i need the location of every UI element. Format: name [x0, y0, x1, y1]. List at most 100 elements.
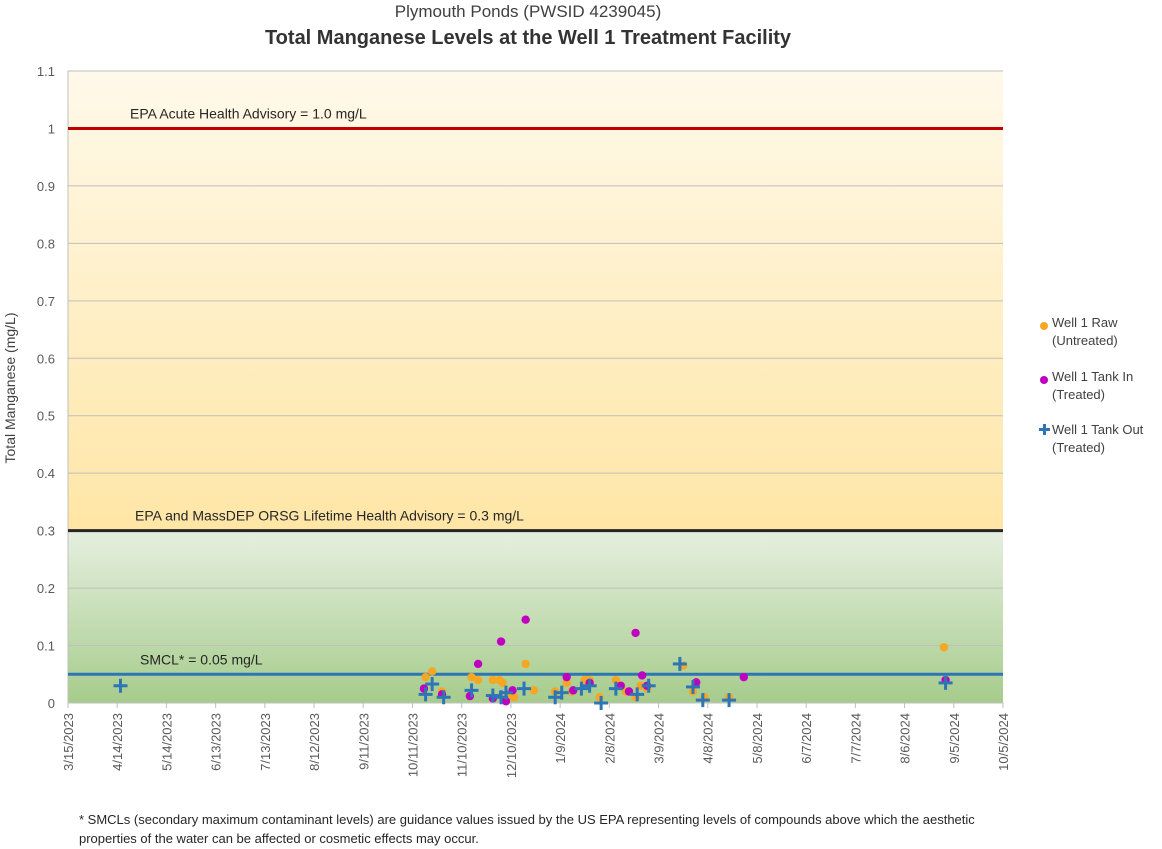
x-tick-label: 8/12/2023 — [307, 713, 322, 771]
y-tick-label: 0 — [48, 696, 55, 711]
plus-marker-v — [470, 683, 474, 698]
x-tick-label: 6/7/2024 — [799, 713, 814, 764]
plus-marker-v — [491, 688, 495, 703]
y-tick-label: 0.1 — [37, 639, 55, 654]
plus-marker-v — [944, 675, 948, 690]
x-tick-label: 10/5/2024 — [996, 713, 1011, 771]
data-point-raw — [488, 675, 498, 685]
data-point-raw — [509, 693, 519, 702]
plus-marker-v — [727, 693, 731, 708]
data-point-tank-out — [630, 687, 645, 702]
plus-marker-v — [647, 678, 651, 693]
plus-marker-v — [430, 677, 434, 692]
data-point-tank-out — [548, 690, 563, 705]
data-point-tank-out — [685, 679, 700, 694]
data-point-tank-in — [739, 672, 749, 682]
data-point-tank-out — [494, 690, 509, 705]
reference-line-label: SMCL* = 0.05 mg/L — [140, 651, 263, 667]
data-point-tank-out — [554, 685, 569, 700]
plus-marker-v — [701, 693, 705, 708]
data-point-tank-out — [436, 690, 451, 705]
data-point-tank-out — [641, 678, 656, 693]
plus-marker-v — [522, 681, 526, 696]
x-tick-label: 3/9/2024 — [652, 713, 667, 764]
x-tick-label: 3/15/2023 — [61, 713, 76, 771]
data-point-tank-out — [574, 681, 589, 696]
plus-marker-v — [635, 687, 639, 702]
data-point-raw — [427, 667, 437, 676]
y-tick-label: 0.7 — [37, 294, 55, 309]
data-point-tank-out — [498, 685, 513, 700]
data-point-tank-out — [695, 693, 710, 708]
data-point-tank-in — [521, 615, 530, 624]
data-point-raw — [562, 678, 571, 688]
plus-marker-v — [579, 681, 583, 696]
reference-line-label: EPA and MassDEP ORSG Lifetime Health Adv… — [135, 508, 524, 524]
legend-item-tank-in: Well 1 Tank In (Treated) — [1038, 368, 1162, 408]
plus-marker-v — [560, 685, 564, 700]
x-tick-label: 9/11/2023 — [356, 713, 371, 770]
x-tick-label: 11/10/2023 — [455, 713, 470, 777]
y-tick-label: 0.6 — [37, 351, 55, 366]
legend-raw-label: Well 1 Raw (Untreated) — [1052, 315, 1118, 348]
data-point-tank-out — [938, 675, 953, 690]
data-point-tank-out — [113, 678, 128, 693]
legend-tank-in-label: Well 1 Tank In (Treated) — [1052, 369, 1134, 402]
plus-marker-v — [424, 687, 428, 702]
data-point-raw — [611, 675, 621, 685]
plus-marker-v — [504, 685, 508, 700]
y-axis-label: Total Manganese (mg/L) — [2, 313, 18, 464]
legend-item-tank-out: Well 1 Tank Out (Treated) — [1038, 421, 1162, 461]
legend-tank-in-marker — [1040, 376, 1048, 384]
x-tick-label: 5/14/2023 — [159, 713, 174, 771]
plus-marker-v — [678, 656, 682, 671]
plus-marker-v — [553, 690, 557, 705]
plus-marker-v — [599, 696, 603, 710]
legend-tank-out-marker — [1038, 424, 1050, 435]
background-lower-band — [68, 530, 1003, 703]
plus-marker-v — [118, 678, 122, 693]
x-tick-label: 4/14/2023 — [110, 713, 125, 771]
data-point-tank-in — [562, 672, 571, 682]
data-point-tank-out — [722, 693, 737, 708]
y-tick-label: 0.3 — [37, 524, 55, 539]
x-tick-label: 9/5/2024 — [947, 713, 962, 764]
data-point-tank-out — [594, 696, 609, 710]
x-tick-label: 6/13/2023 — [209, 713, 224, 771]
y-tick-label: 0.5 — [37, 409, 55, 424]
data-point-tank-in — [501, 697, 511, 706]
reference-line-label: EPA Acute Health Advisory = 1.0 mg/L — [130, 105, 367, 121]
legend-raw-marker — [1040, 322, 1048, 330]
plus-marker-v — [614, 681, 618, 696]
x-tick-label: 10/11/2023 — [405, 713, 420, 777]
data-point-tank-out — [418, 687, 433, 702]
data-point-tank-in — [631, 628, 640, 638]
plus-marker-v — [588, 678, 592, 693]
x-tick-label: 12/10/2023 — [504, 713, 519, 778]
footnote: * SMCLs (secondary maximum contaminant l… — [79, 812, 975, 846]
data-point-tank-out — [425, 677, 440, 692]
data-point-tank-out — [582, 678, 597, 693]
plus-marker-v — [691, 679, 695, 694]
y-tick-label: 0.2 — [37, 581, 55, 596]
data-point-tank-in — [496, 637, 506, 646]
data-point-tank-out — [517, 681, 532, 696]
x-tick-label: 1/9/2024 — [553, 713, 568, 764]
data-point-raw — [939, 643, 949, 652]
x-tick-label: 8/6/2024 — [898, 713, 913, 764]
data-point-tank-out — [485, 688, 500, 703]
x-tick-label: 4/8/2024 — [701, 713, 716, 764]
chart-subtitle: Plymouth Ponds (PWSID 4239045) — [394, 2, 662, 21]
data-point-tank-out — [464, 683, 479, 698]
x-tick-label: 2/8/2024 — [602, 713, 617, 764]
data-point-raw — [473, 675, 483, 685]
y-tick-label: 1 — [48, 121, 55, 136]
y-tick-label: 0.4 — [37, 466, 55, 481]
data-point-raw — [529, 686, 539, 695]
x-tick-label: 5/8/2024 — [750, 713, 765, 764]
data-point-tank-out — [608, 681, 623, 696]
data-point-raw — [521, 659, 530, 669]
plus-marker-v — [442, 690, 446, 705]
legend-tank-out-label: Well 1 Tank Out (Treated) — [1052, 422, 1144, 455]
